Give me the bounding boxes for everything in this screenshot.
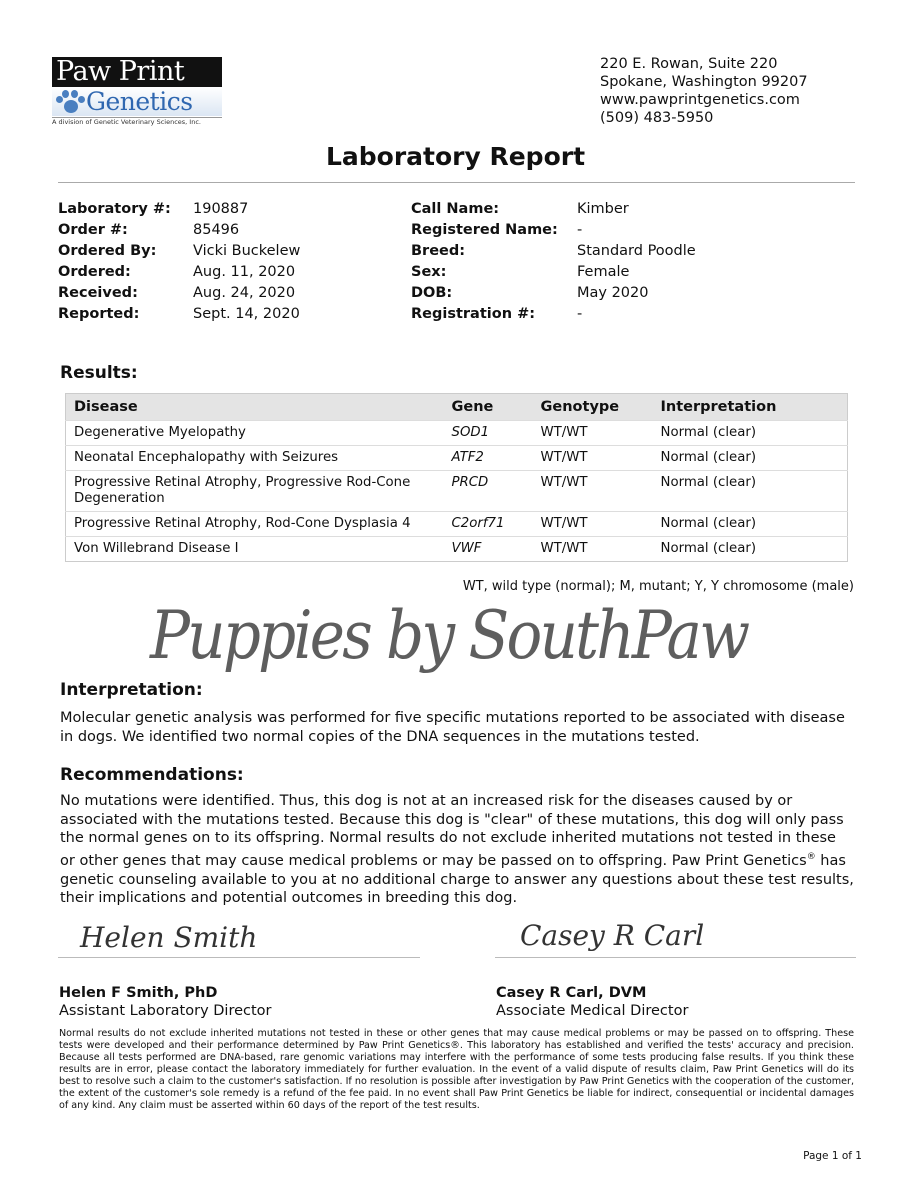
cell-genotype: WT/WT bbox=[532, 445, 653, 471]
info-value: Kimber bbox=[577, 201, 629, 217]
cell-disease: Neonatal Encephalopathy with Seizures bbox=[65, 445, 444, 471]
info-label: Laboratory #: bbox=[58, 201, 171, 217]
info-value: Sept. 14, 2020 bbox=[193, 306, 300, 322]
info-value: - bbox=[577, 222, 583, 238]
table-row: Progressive Retinal Atrophy, Progressive… bbox=[65, 470, 848, 512]
col-genotype: Genotype bbox=[532, 393, 653, 421]
cell-genotype: WT/WT bbox=[532, 470, 653, 512]
info-value: Female bbox=[577, 264, 630, 280]
info-value: - bbox=[577, 306, 583, 322]
cell-disease: Von Willebrand Disease I bbox=[65, 536, 444, 562]
info-value: May 2020 bbox=[577, 285, 649, 301]
info-right-labels: Call Name: Registered Name: Breed: Sex: … bbox=[411, 199, 558, 325]
signatory-name: Helen F Smith, PhD bbox=[59, 985, 218, 1001]
page-title: Laboratory Report bbox=[325, 142, 586, 171]
signature-smith: Helen Smith bbox=[80, 921, 258, 954]
info-value: Aug. 11, 2020 bbox=[193, 264, 296, 280]
address-city: Spokane, Washington 99207 bbox=[600, 74, 808, 90]
watermark: Puppies by SouthPaw bbox=[150, 597, 750, 674]
cell-genotype: WT/WT bbox=[532, 420, 653, 446]
page-number: Page 1 of 1 bbox=[803, 1150, 862, 1162]
info-value: Aug. 24, 2020 bbox=[193, 285, 296, 301]
signatory-title: Assistant Laboratory Director bbox=[59, 1003, 272, 1019]
info-label: Ordered: bbox=[58, 264, 131, 280]
info-label: Call Name: bbox=[411, 201, 500, 217]
cell-interpretation: Normal (clear) bbox=[652, 420, 848, 446]
info-label: Ordered By: bbox=[58, 243, 157, 259]
results-heading: Results: bbox=[60, 363, 138, 383]
table-header: Disease Gene Genotype Interpretation bbox=[65, 393, 848, 421]
signatory-left: Helen F Smith, PhD Assistant Laboratory … bbox=[59, 984, 272, 1020]
cell-genotype: WT/WT bbox=[532, 536, 653, 562]
cell-gene: VWF bbox=[443, 536, 533, 562]
info-left-labels: Laboratory #: Order #: Ordered By: Order… bbox=[58, 199, 171, 325]
col-gene: Gene bbox=[443, 393, 533, 421]
logo: Paw Print Genetics A division of Genetic… bbox=[52, 57, 222, 126]
cell-interpretation: Normal (clear) bbox=[652, 445, 848, 471]
info-label: Sex: bbox=[411, 264, 447, 280]
cell-genotype: WT/WT bbox=[532, 511, 653, 537]
cell-gene: ATF2 bbox=[443, 445, 533, 471]
table-row: Von Willebrand Disease I VWF WT/WT Normal (… bbox=[65, 536, 848, 562]
recommendations-text-part: has genetic counseling available to you … bbox=[60, 852, 854, 907]
cell-disease: Degenerative Myelopathy bbox=[65, 420, 444, 446]
signatory-title: Associate Medical Director bbox=[496, 1003, 689, 1019]
info-label: Breed: bbox=[411, 243, 466, 259]
table-row: Progressive Retinal Atrophy, Rod-Cone Dy… bbox=[65, 511, 848, 537]
address: 220 E. Rowan, Suite 220 Spokane, Washing… bbox=[600, 55, 808, 127]
signature-line bbox=[495, 957, 856, 958]
info-label: Order #: bbox=[58, 222, 128, 238]
cell-interpretation: Normal (clear) bbox=[652, 470, 848, 512]
col-interpretation: Interpretation bbox=[652, 393, 848, 421]
cell-interpretation: Normal (clear) bbox=[652, 511, 848, 537]
cell-interpretation: Normal (clear) bbox=[652, 536, 848, 562]
address-street: 220 E. Rowan, Suite 220 bbox=[600, 56, 778, 72]
logo-tagline: A division of Genetic Veterinary Science… bbox=[52, 117, 222, 126]
table-row: Neonatal Encephalopathy with Seizures ATF… bbox=[65, 445, 848, 471]
interpretation-text: Molecular genetic analysis was performed… bbox=[60, 710, 845, 745]
info-value: 85496 bbox=[193, 222, 240, 238]
info-label: Received: bbox=[58, 285, 138, 301]
info-label: Registration #: bbox=[411, 306, 536, 322]
info-right-values: Kimber - Standard Poodle Female May 2020… bbox=[577, 199, 696, 325]
interpretation-heading: Interpretation: bbox=[60, 680, 203, 700]
paw-icon bbox=[52, 89, 86, 115]
cell-disease: Progressive Retinal Atrophy, Rod-Cone Dy… bbox=[65, 511, 444, 537]
info-value: Vicki Buckelew bbox=[193, 243, 301, 259]
info-value: Standard Poodle bbox=[577, 243, 696, 259]
cell-disease: Progressive Retinal Atrophy, Progressive… bbox=[65, 470, 444, 512]
col-disease: Disease bbox=[65, 393, 444, 421]
cell-gene: SOD1 bbox=[443, 420, 533, 446]
address-website: www.pawprintgenetics.com bbox=[600, 92, 800, 108]
info-label: Reported: bbox=[58, 306, 140, 322]
results-table: Disease Gene Genotype Interpretation Deg… bbox=[65, 393, 848, 562]
info-label: Registered Name: bbox=[411, 222, 558, 238]
info-left-values: 190887 85496 Vicki Buckelew Aug. 11, 202… bbox=[193, 199, 300, 325]
registered-mark: ® bbox=[806, 852, 816, 863]
cell-gene: PRCD bbox=[443, 470, 533, 512]
cell-gene: C2orf71 bbox=[443, 511, 533, 537]
signature-line bbox=[58, 957, 420, 958]
signatory-right: Casey R Carl, DVM Associate Medical Dire… bbox=[496, 984, 688, 1020]
recommendations-text-part: No mutations were identified. Thus, this… bbox=[60, 793, 844, 869]
table-footnote: WT, wild type (normal); M, mutant; Y, Y … bbox=[462, 579, 854, 594]
recommendations-text: No mutations were identified. Thus, this… bbox=[60, 792, 855, 908]
info-value: 190887 bbox=[193, 201, 249, 217]
disclaimer: Normal results do not exclude inherited … bbox=[59, 1028, 854, 1111]
logo-line1: Paw Print bbox=[52, 57, 222, 87]
divider bbox=[58, 182, 855, 183]
recommendations-heading: Recommendations: bbox=[60, 765, 244, 785]
address-phone: (509) 483-5950 bbox=[600, 110, 714, 126]
logo-line2: Genetics bbox=[86, 86, 193, 116]
table-row: Degenerative Myelopathy SOD1 WT/WT Normal (… bbox=[65, 420, 848, 446]
signature-carl: Casey R Carl bbox=[520, 919, 705, 952]
info-label: DOB: bbox=[411, 285, 453, 301]
signatory-name: Casey R Carl, DVM bbox=[496, 985, 647, 1001]
